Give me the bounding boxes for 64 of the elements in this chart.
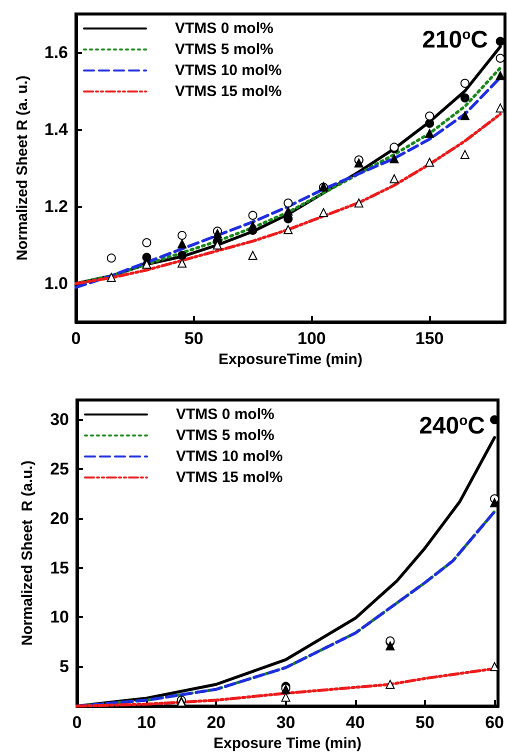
point [425,112,434,121]
point [284,225,293,234]
point [460,78,470,88]
x-tick-label: 50 [184,329,204,348]
y-tick-label: 1.6 [44,43,68,62]
legend-label: VTMS 5 mol% [176,427,274,444]
point [106,254,116,263]
y-tick-label: 15 [50,558,69,578]
x-tick-label: 0 [71,329,81,348]
point [106,272,116,282]
point [248,210,258,220]
y-tick-label: 1.2 [44,197,68,216]
point [284,198,293,208]
x-axis-title: ExposureTime (min) [218,350,362,368]
point [390,154,399,164]
point [460,150,470,160]
x-tick-label: 0 [72,713,82,732]
x-tick-label: 30 [276,713,296,732]
y-tick-label: 1.0 [44,274,68,293]
legend-label: VTMS 15 mol% [176,469,283,486]
y-tick-label: 1.4 [44,120,69,139]
legend-label: VTMS 0 mol% [176,406,274,423]
point [496,54,505,63]
point [425,128,434,138]
point [425,158,434,167]
legend-label: VTMS 15 mol% [175,83,282,100]
legend-label: VTMS 10 mol% [175,62,282,79]
point [178,250,187,260]
y-tick-label: 25 [50,460,69,479]
y-axis-title: Normalized Sheet R (a. u.) [14,75,31,261]
point [460,111,470,120]
point [386,641,395,650]
point [248,221,258,230]
legend-label: VTMS 5 mol% [175,41,274,58]
point [178,230,187,240]
point [284,206,293,216]
legend-label: VTMS 0 mol% [175,20,274,37]
x-tick-label: 150 [415,329,444,348]
y-axis-title: Normalized Sheet R (a.u.) [19,460,36,646]
x-tick-label: 60 [485,713,504,732]
x-tick-label: 20 [206,713,226,732]
point [390,174,399,184]
y-tick-label: 5 [60,657,69,676]
x-tick-label: 10 [137,713,156,732]
x-axis-title: Exposure Time (min) [213,735,362,752]
point [281,692,290,702]
x-tick-label: 40 [346,713,365,732]
x-tick-label: 50 [415,713,434,732]
point [425,118,434,128]
point [178,258,187,268]
point [354,158,364,168]
point [386,680,395,689]
point [142,238,152,248]
y-tick-label: 20 [50,508,69,528]
x-tick-label: 100 [298,329,326,348]
y-tick-label: 10 [50,608,69,627]
line-series [74,112,502,285]
legend-label: VTMS 10 mol% [176,448,283,465]
point [178,239,187,248]
point [460,93,470,102]
point [354,198,364,208]
y-tick-label: 30 [50,410,69,430]
point [319,208,328,218]
point [248,250,258,260]
